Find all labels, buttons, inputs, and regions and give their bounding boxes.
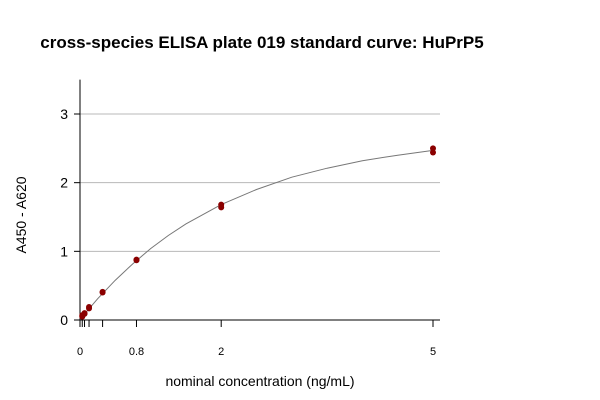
- x-ticks: 0 0.8 2 5: [77, 320, 436, 358]
- x-tick-label-0: 0: [77, 346, 83, 358]
- data-point-13: [430, 145, 436, 152]
- y-tick-label-0: 0: [60, 312, 68, 328]
- y-tick-label-2: 2: [60, 175, 68, 191]
- x-tick-label-5: 0.8: [129, 346, 144, 358]
- data-point-12: [430, 149, 436, 156]
- y-axis-label: A450 - A620: [13, 176, 29, 253]
- x-tick-label-6: 2: [218, 346, 224, 358]
- y-tick-label-1: 1: [60, 243, 68, 259]
- y-tick-label-3: 3: [60, 106, 68, 122]
- data-point-5: [86, 303, 93, 310]
- x-tick-label-7: 5: [430, 346, 436, 358]
- data-point-3: [81, 310, 88, 317]
- data-points: [79, 145, 436, 320]
- x-axis-label: nominal concentration (ng/mL): [165, 373, 354, 389]
- gridlines: [80, 113, 440, 252]
- chart-title: cross-species ELISA plate 019 standard c…: [40, 33, 483, 52]
- data-point-9: [133, 256, 140, 263]
- y-ticks: 0 1 2 3: [60, 106, 80, 328]
- data-point-7: [99, 288, 106, 295]
- data-point-11: [218, 201, 225, 208]
- fitted-curve: [79, 149, 434, 319]
